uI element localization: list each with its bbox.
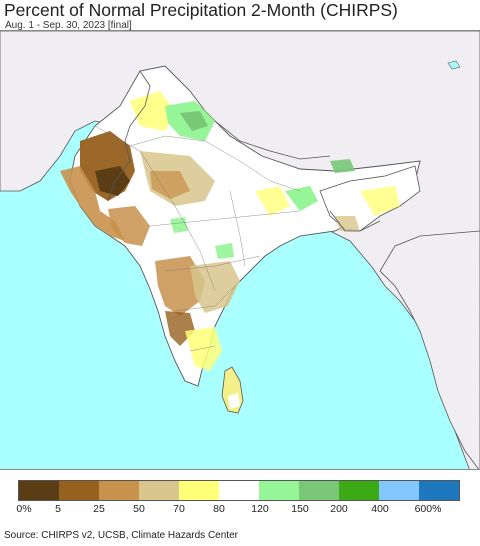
map-title: Percent of Normal Precipitation 2-Month … (4, 0, 398, 20)
yellow-northwest (130, 91, 175, 131)
subcontinent (69, 65, 421, 387)
wet-nepal (330, 159, 355, 173)
map-subtitle: Aug. 1 - Sep. 30, 2023 [final] (5, 20, 132, 31)
dry-south-yellow (185, 327, 222, 371)
dry-central-brown (150, 171, 190, 199)
legend-swatch (139, 481, 179, 500)
legend-label: 5 (55, 503, 61, 515)
yellow-bangladesh (335, 216, 360, 231)
legend-label: 150 (291, 503, 309, 515)
legend-label: 25 (93, 503, 105, 515)
legend-label: 400 (371, 503, 389, 515)
legend-label: 200 (330, 503, 348, 515)
legend-swatch (99, 481, 139, 500)
wet-east (285, 186, 318, 211)
legend-swatch (59, 481, 99, 500)
yellow-northeast (360, 186, 400, 216)
legend-swatch (259, 481, 299, 500)
legend-label: 50 (133, 503, 145, 515)
legend-swatch (219, 481, 259, 500)
land-outside-east (379, 230, 480, 469)
dry-west-darkest (95, 166, 130, 196)
legend-colorbar (18, 480, 460, 501)
state-borders (94, 125, 301, 352)
small-island (447, 60, 461, 70)
legend-swatch (179, 481, 219, 500)
legend-labels: 0% 5 25 50 70 80 120 150 200 400 600% (0, 503, 480, 517)
legend-swatch (419, 481, 459, 500)
precipitation-map (0, 30, 480, 470)
legend-swatch (339, 481, 379, 500)
legend-label: 0% (16, 503, 32, 515)
sri-lanka-south (228, 393, 240, 409)
dry-gujarat (108, 206, 150, 246)
source-credit: Source: CHIRPS v2, UCSB, Climate Hazards… (4, 530, 238, 541)
country-borders (107, 70, 381, 232)
yellow-east (255, 186, 290, 216)
legend-label: 80 (213, 503, 225, 515)
wet-central-2 (215, 243, 234, 259)
legend-swatch (299, 481, 339, 500)
wet-himalaya-dark (180, 111, 208, 131)
legend-swatch (379, 481, 419, 500)
legend-swatch (19, 481, 59, 500)
legend-label: 120 (251, 503, 269, 515)
legend-label: 600% (414, 503, 442, 515)
dry-west-medium (60, 166, 125, 241)
legend-label: 70 (173, 503, 185, 515)
dry-deccan-tan (190, 261, 240, 313)
